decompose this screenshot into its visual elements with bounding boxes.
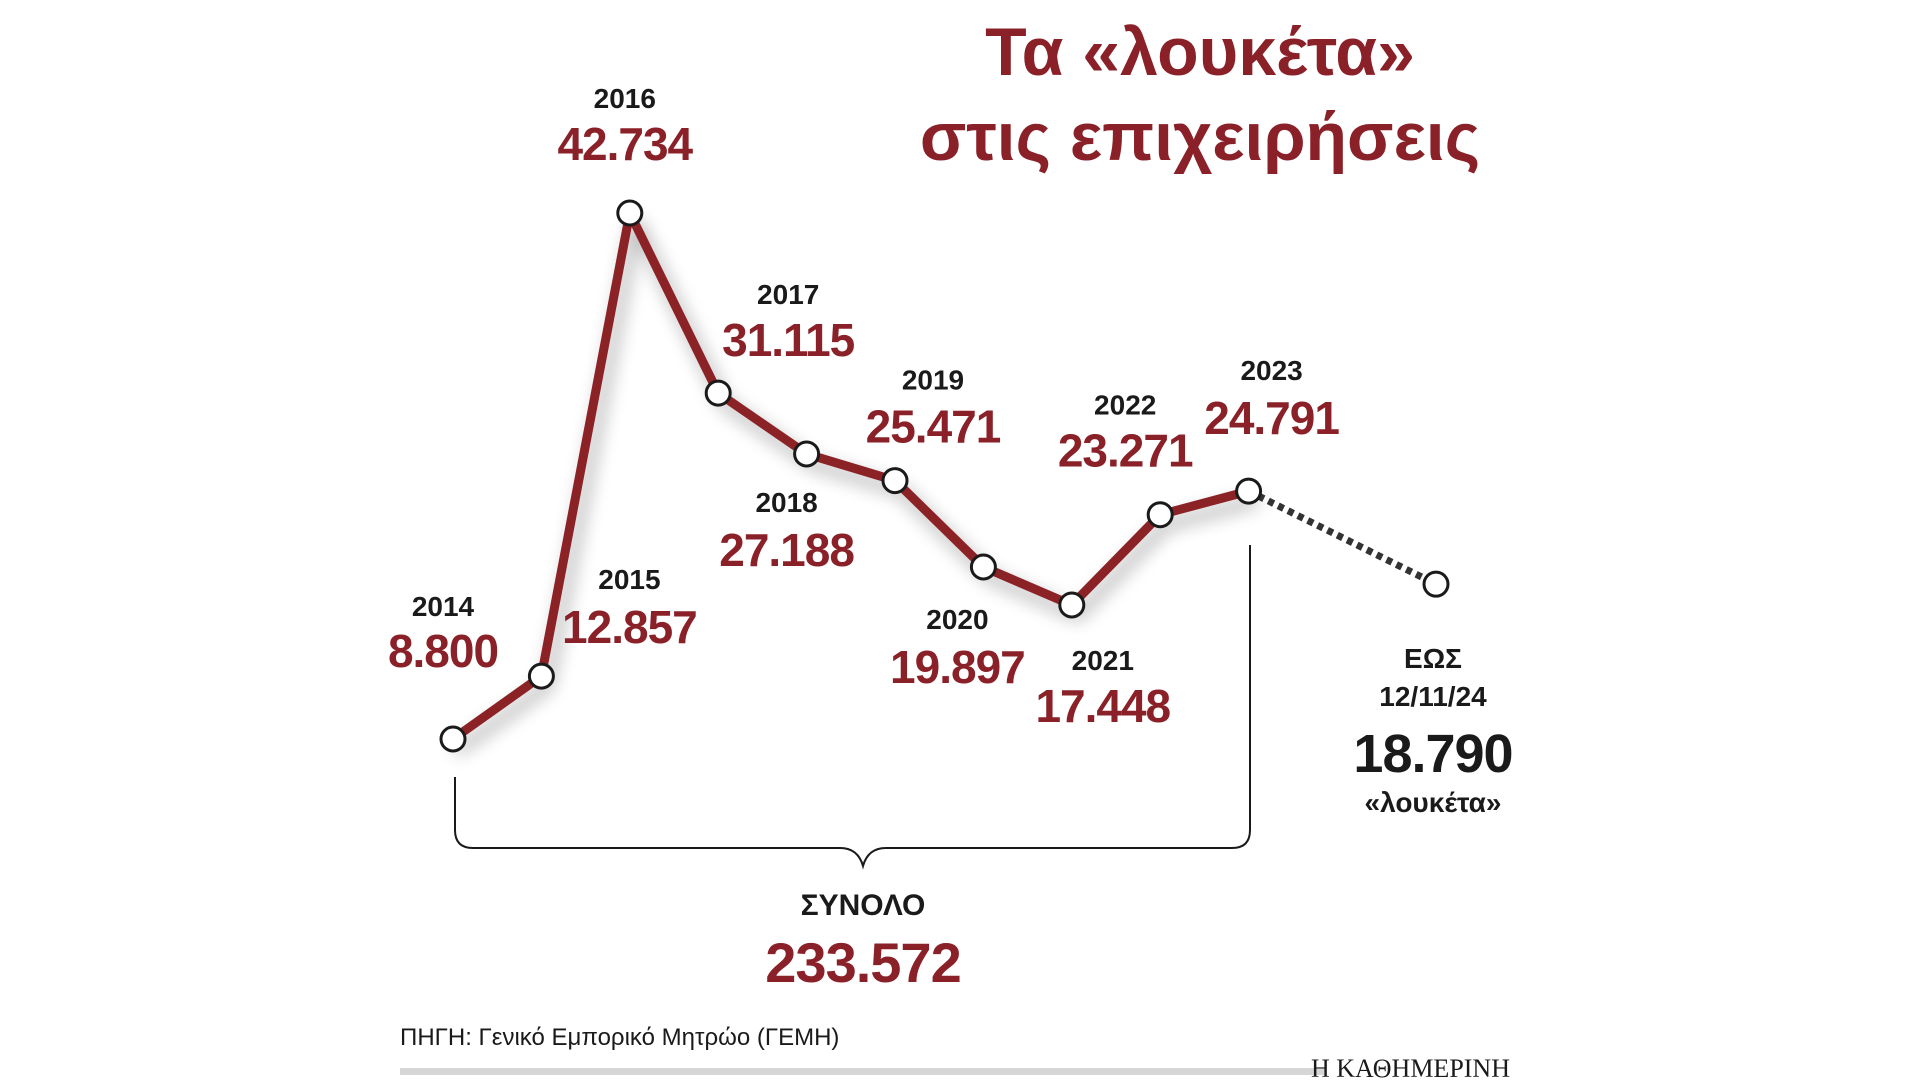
value-label-2017: 31.115 bbox=[722, 314, 855, 366]
total-label: ΣΥΝΟΛΟ bbox=[801, 889, 926, 922]
data-point-2023 bbox=[1235, 477, 1263, 505]
chart-title-line1: Τα «λουκέτα» bbox=[985, 14, 1415, 90]
total-value: 233.572 bbox=[765, 931, 960, 994]
year-label-2018: 2018 bbox=[755, 487, 817, 518]
source-note: ΠΗΓΗ: Γενικό Εμπορικό Μητρώο (ΓΕΜΗ) bbox=[400, 1024, 839, 1051]
data-point-2020 bbox=[969, 553, 997, 581]
value-label-2021: 17.448 bbox=[1035, 680, 1170, 732]
ytd-value-label: 18.790 bbox=[1353, 724, 1512, 784]
data-point-2019 bbox=[881, 467, 909, 495]
year-label-2015: 2015 bbox=[598, 564, 660, 595]
year-label-2017: 2017 bbox=[757, 279, 819, 310]
brand-logo: Η ΚΑΘΗΜΕΡΙΝΗ bbox=[1311, 1054, 1510, 1080]
data-label-group: 20148.800201512.857201642.734201731.1152… bbox=[388, 83, 1340, 732]
ytd-label-line1: ΕΩΣ bbox=[1404, 643, 1462, 674]
data-point-2014 bbox=[439, 725, 467, 753]
data-point-2018 bbox=[793, 440, 821, 468]
series-line-group bbox=[448, 208, 1254, 744]
data-point-2015 bbox=[527, 662, 555, 690]
value-label-2018: 27.188 bbox=[719, 524, 854, 576]
value-label-2023: 24.791 bbox=[1204, 392, 1339, 444]
data-point-2016 bbox=[616, 199, 644, 227]
value-label-2022: 23.271 bbox=[1058, 425, 1193, 477]
value-label-2019: 25.471 bbox=[866, 401, 1001, 453]
year-label-2014: 2014 bbox=[412, 591, 475, 622]
year-label-2020: 2020 bbox=[926, 604, 988, 635]
year-label-2019: 2019 bbox=[902, 365, 964, 396]
series-line bbox=[448, 208, 1254, 744]
year-label-2021: 2021 bbox=[1072, 645, 1134, 676]
year-label-2016: 2016 bbox=[594, 83, 656, 114]
data-point-2022 bbox=[1146, 501, 1174, 529]
ytd-dotted-line bbox=[1247, 487, 1438, 588]
ytd-label-line2: 12/11/24 bbox=[1379, 681, 1487, 712]
data-point-2017 bbox=[704, 379, 732, 407]
total-brace bbox=[454, 545, 1251, 870]
marker-group bbox=[439, 199, 1450, 753]
value-label-2016: 42.734 bbox=[557, 118, 693, 170]
value-label-2015: 12.857 bbox=[562, 601, 697, 653]
chart-title-line2: στις επιχειρήσεις bbox=[920, 99, 1480, 175]
value-label-2020: 19.897 bbox=[890, 641, 1025, 693]
year-label-2023: 2023 bbox=[1240, 355, 1302, 386]
ytd-unit-label: «λουκέτα» bbox=[1365, 787, 1502, 818]
value-label-2014: 8.800 bbox=[388, 625, 498, 677]
year-label-2022: 2022 bbox=[1094, 390, 1156, 421]
ytd-projection-group bbox=[1247, 487, 1438, 588]
data-point-2021 bbox=[1058, 591, 1086, 619]
data-point-ytd bbox=[1422, 570, 1450, 598]
footer-rule bbox=[400, 1068, 1325, 1075]
